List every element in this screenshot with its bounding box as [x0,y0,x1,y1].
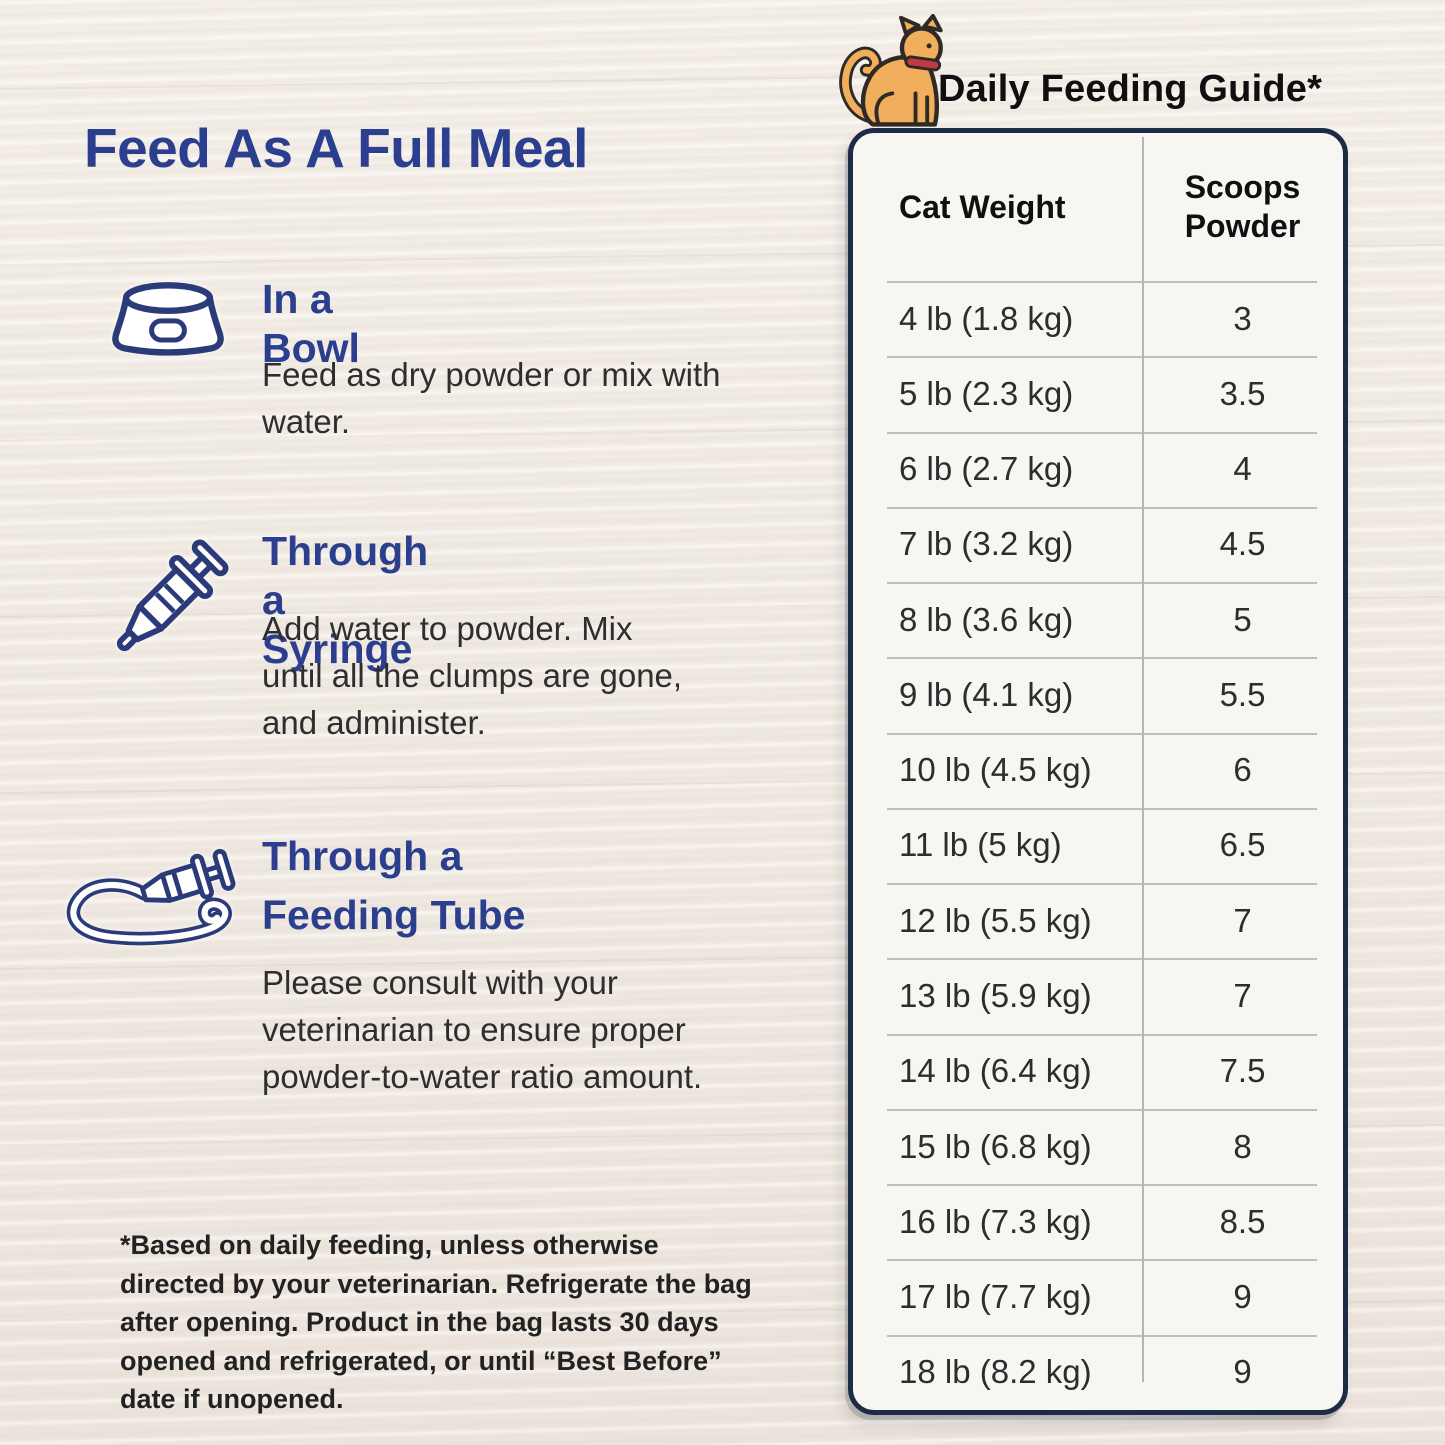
col-header-scoops-powder: Scoops Powder [1184,168,1301,244]
method-bowl-body: Feed as dry powder or mix with water. [262,356,721,440]
table-row: 11 lb (5 kg) 6.5 [853,807,1343,883]
table-row: 9 lb (4.1 kg) 5.5 [853,657,1343,732]
method-bowl-heading: In a Bowl [262,276,360,372]
table-body: 4 lb (1.8 kg) 3 5 lb (2.3 kg) 3.5 6 lb (… [853,281,1343,1410]
table-row: 18 lb (8.2 kg) 9 [853,1334,1343,1410]
cell-scoops: 9 [1233,1278,1252,1316]
cell-scoops: 5.5 [1219,675,1266,713]
feeding-tube-icon [52,833,244,949]
cell-scoops: 3 [1233,299,1252,337]
cell-weight: 10 lb (4.5 kg) [899,751,1092,789]
cell-weight: 15 lb (6.8 kg) [899,1127,1092,1165]
guide-title: Daily Feeding Guide* [938,68,1323,110]
cell-weight: 7 lb (3.2 kg) [899,525,1074,563]
cell-scoops: 6.5 [1219,826,1266,864]
table-row: 17 lb (7.7 kg) 9 [853,1259,1343,1334]
cell-scoops: 7.5 [1219,1052,1266,1090]
cell-weight: 13 lb (5.9 kg) [899,977,1092,1015]
cell-weight: 9 lb (4.1 kg) [899,675,1074,713]
cell-weight: 12 lb (5.5 kg) [899,901,1092,939]
page-title: Feed As A Full Meal [84,117,588,179]
table-row: 16 lb (7.3 kg) 8.5 [853,1184,1343,1259]
cell-scoops: 7 [1233,901,1252,939]
cell-scoops: 9 [1233,1353,1252,1391]
cell-weight: 18 lb (8.2 kg) [899,1353,1092,1391]
cat-icon [838,13,964,134]
cell-weight: 4 lb (1.8 kg) [899,299,1074,337]
cell-scoops: 5 [1233,600,1252,638]
cell-weight: 17 lb (7.7 kg) [899,1278,1092,1316]
cell-weight: 8 lb (3.6 kg) [899,600,1074,638]
table-row: 10 lb (4.5 kg) 6 [853,732,1343,808]
cell-weight: 11 lb (5 kg) [899,826,1062,864]
table-row: 7 lb (3.2 kg) 4.5 [853,506,1343,582]
col-header-cat-weight: Cat Weight [899,188,1066,225]
footnote: *Based on daily feeding, unless otherwis… [120,1230,752,1415]
cell-scoops: 8 [1233,1127,1252,1165]
feeding-guide-table: Cat Weight Scoops Powder 4 lb (1.8 kg) 3… [848,128,1348,1415]
method-feeding-tube-body: Please consult with your veterinarian to… [262,964,703,1095]
table-row: 8 lb (3.6 kg) 5 [853,582,1343,657]
table-row: 5 lb (2.3 kg) 3.5 [853,356,1343,431]
column-divider [1142,137,1144,1382]
table-row: 4 lb (1.8 kg) 3 [853,281,1343,356]
cell-scoops: 8.5 [1219,1202,1266,1240]
cell-weight: 16 lb (7.3 kg) [899,1202,1092,1240]
cell-scoops: 7 [1233,977,1252,1015]
method-syringe-heading: Through a Syringe [262,528,429,673]
cell-weight: 6 lb (2.7 kg) [899,450,1074,488]
cell-scoops: 3.5 [1219,374,1266,412]
syringe-icon [88,524,244,680]
cell-scoops: 6 [1233,751,1252,789]
table-row: 6 lb (2.7 kg) 4 [853,431,1343,507]
table-header-row: Cat Weight Scoops Powder [853,133,1343,281]
cell-weight: 14 lb (6.4 kg) [899,1052,1092,1090]
table-row: 13 lb (5.9 kg) 7 [853,958,1343,1033]
bowl-icon [104,278,232,360]
table-row: 15 lb (6.8 kg) 8 [853,1108,1343,1184]
cell-scoops: 4.5 [1219,525,1266,563]
table-row: 14 lb (6.4 kg) 7.5 [853,1033,1343,1109]
method-syringe-body: Add water to powder. Mix until all the c… [262,610,683,741]
method-feeding-tube-heading: Through a Feeding Tube [262,833,526,939]
cell-scoops: 4 [1233,450,1252,488]
table-row: 12 lb (5.5 kg) 7 [853,883,1343,958]
cell-weight: 5 lb (2.3 kg) [899,374,1074,412]
